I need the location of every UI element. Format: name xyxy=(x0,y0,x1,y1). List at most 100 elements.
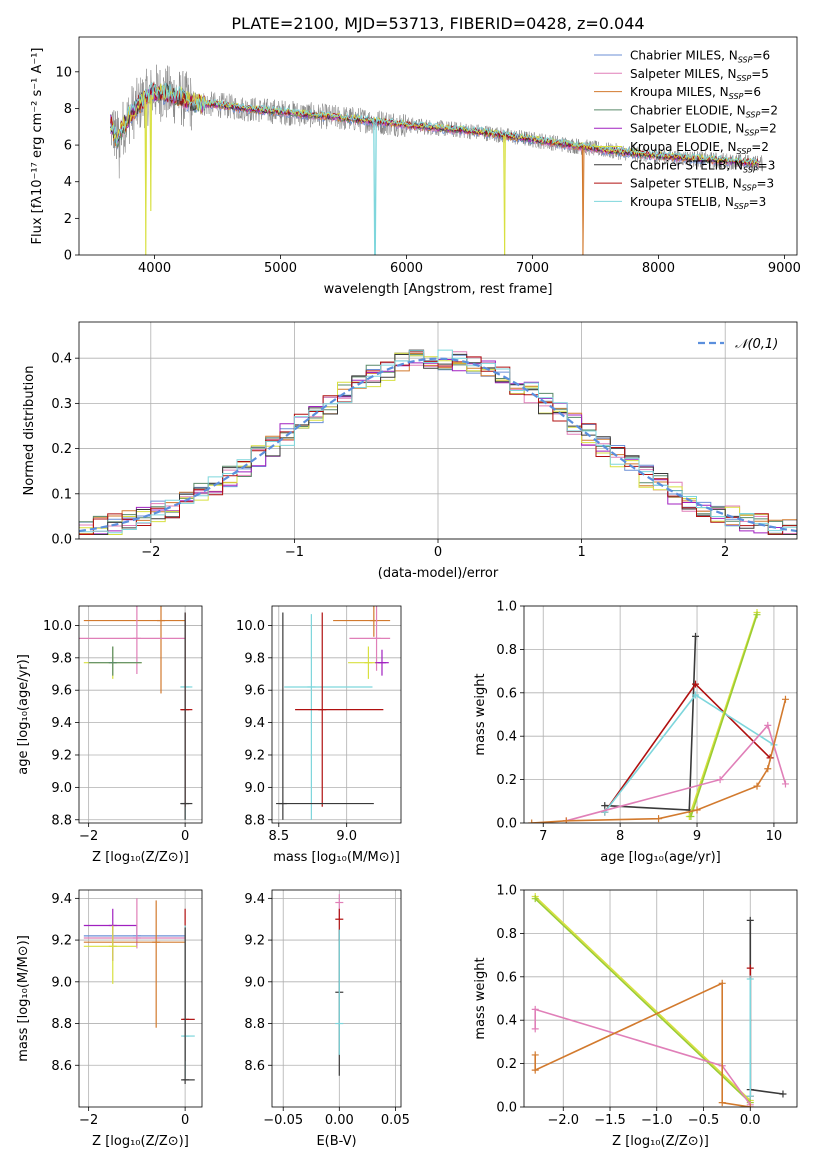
legend-label: Kroupa STELIB, NSSP=3 xyxy=(630,195,766,211)
legend-label: Salpeter MILES, NSSP=5 xyxy=(630,67,769,83)
x-tick-label: −2 xyxy=(79,829,98,844)
model-kroupa-stelib xyxy=(110,81,759,255)
weight-marker xyxy=(753,611,761,619)
x-axis-label: Z [log₁₀(Z/Z⊙)] xyxy=(612,1134,709,1149)
x-tick-label: 0.00 xyxy=(325,1113,354,1128)
weight-marker xyxy=(691,691,699,699)
age_vs_mass-frame xyxy=(271,605,402,824)
weight_vs_age-panel: 7 8 9 10 0.0 0.2 0.4 0.6 0.8 1.0 age [log₁₀(age/yr… xyxy=(473,600,798,865)
x-tick-label: 8.5 xyxy=(268,829,289,844)
x-tick-label: 4000 xyxy=(138,261,171,276)
x-tick-label: −2 xyxy=(141,545,160,560)
x-tick-label: 9.0 xyxy=(336,829,357,844)
x-axis-label: E(B-V) xyxy=(316,1134,356,1149)
weight-marker xyxy=(781,695,789,703)
y-tick-label: 0.4 xyxy=(51,352,72,367)
y-tick-label: 6 xyxy=(64,139,72,154)
y-tick-label: 9.4 xyxy=(244,716,265,731)
y-tick-label: 9.2 xyxy=(244,934,265,949)
weight-marker xyxy=(691,632,699,640)
x-tick-label: −1 xyxy=(285,545,304,560)
age_vs_mass-marks xyxy=(276,606,391,820)
age_vs_Z-marks xyxy=(79,606,193,820)
weight-marker xyxy=(531,1025,539,1033)
normal-curve xyxy=(79,357,797,533)
mass_vs_Z-marks xyxy=(83,898,195,1085)
y-tick-label: 9.4 xyxy=(51,716,72,731)
weight_vs_Z-panel: −2.0 −1.5 −1.0 −0.5 0.0 0.0 0.2 0.4 0.6 0.8 1.0 Z [… xyxy=(473,884,798,1149)
x-axis-label: mass [log₁₀(M/M⊙)] xyxy=(273,850,400,865)
x-tick-label: −2 xyxy=(79,1113,98,1128)
legend-label: Chabrier ELODIE, NSSP=2 xyxy=(630,103,778,119)
weight-line-chabrier-elodie xyxy=(534,898,751,1104)
weight-marker xyxy=(781,780,789,788)
legend-label: Chabrier STELIB, NSSP=3 xyxy=(630,158,775,174)
x-tick-label: 10 xyxy=(766,829,783,844)
weight-marker xyxy=(531,1051,539,1059)
x-tick-label: 1 xyxy=(577,545,585,560)
weight-marker xyxy=(753,782,761,790)
weight-marker xyxy=(746,916,754,924)
y-tick-label: 0 xyxy=(64,249,72,264)
y-tick-label: 0.6 xyxy=(496,686,517,701)
x-tick-label: −1.0 xyxy=(641,1113,673,1128)
y-tick-label: 9.2 xyxy=(51,934,72,949)
y-tick-label: 8.8 xyxy=(51,813,72,828)
y-tick-label: 10 xyxy=(55,65,72,80)
y-tick-label: 9.0 xyxy=(51,975,72,990)
residuals-panel: −2 −1 0 1 2 0.0 0.1 0.2 0.3 0.4 (data-model)/error… xyxy=(22,321,798,581)
x-tick-label: 2 xyxy=(721,545,729,560)
y-tick-label: 0.2 xyxy=(496,773,517,788)
x-tick-label: 0 xyxy=(181,829,189,844)
weight-line-kroupa-elodie xyxy=(688,612,758,817)
y-tick-label: 9.0 xyxy=(244,975,265,990)
y-tick-label: 9.2 xyxy=(244,748,265,763)
x-tick-label: −0.05 xyxy=(263,1113,303,1128)
y-tick-label: 0.0 xyxy=(496,817,517,832)
weight-marker xyxy=(764,765,772,773)
x-axis-label: (data-model)/error xyxy=(378,566,499,581)
y-tick-label: 8 xyxy=(64,102,72,117)
y-tick-label: 8.8 xyxy=(244,813,265,828)
y-tick-label: 9.0 xyxy=(244,781,265,796)
weight-marker xyxy=(601,802,609,810)
age_vs_mass-panel: 8.5 9.0 8.8 9.0 9.2 9.4 9.6 9.8 10.0 mass [log₁₀(… xyxy=(236,605,402,865)
spectrum-panel: 4000 5000 6000 7000 8000 9000 0 2 4 6 8 10 wavelengt… xyxy=(30,36,801,297)
spectrum-frame xyxy=(78,36,798,256)
y-axis-label: Normed distribution xyxy=(22,366,37,496)
x-axis-label: Z [log₁₀(Z/Z⊙)] xyxy=(92,850,189,865)
weight-marker xyxy=(531,895,539,903)
y-tick-label: 0.8 xyxy=(496,927,517,942)
weight-marker xyxy=(562,817,570,823)
x-tick-label: 7000 xyxy=(516,261,549,276)
y-tick-label: 8.6 xyxy=(244,1059,265,1074)
x-tick-label: 7 xyxy=(539,829,547,844)
weight-marker xyxy=(746,1103,754,1107)
y-axis-label: Flux [fλ10⁻¹⁷ erg cm⁻² s⁻¹ A⁻¹] xyxy=(30,48,45,245)
weight-marker xyxy=(691,680,699,688)
weight-marker xyxy=(528,819,536,823)
y-tick-label: 9.6 xyxy=(244,684,265,699)
x-tick-label: −2.0 xyxy=(547,1113,579,1128)
y-axis-label: mass weight xyxy=(473,957,488,1039)
mass_vs_ebv-marks xyxy=(335,894,344,1076)
x-tick-label: 0.0 xyxy=(740,1113,761,1128)
mass_vs_Z-frame xyxy=(78,889,203,1108)
x-axis-label: age [log₁₀(age/yr)] xyxy=(600,850,721,865)
x-tick-label: −0.5 xyxy=(688,1113,720,1128)
weight-marker xyxy=(687,812,695,820)
weight-marker xyxy=(746,975,754,983)
weight_vs_Z-marks xyxy=(531,893,787,1107)
y-tick-label: 4 xyxy=(64,175,72,190)
weight_vs_Z-frame xyxy=(523,889,798,1108)
y-axis-label: mass [log₁₀(M/M⊙)] xyxy=(16,935,31,1062)
weight-marker xyxy=(718,1099,726,1107)
x-axis-label: wavelength [Angstrom, rest frame] xyxy=(324,282,553,297)
x-axis-label: Z [log₁₀(Z/Z⊙)] xyxy=(92,1134,189,1149)
weight-marker xyxy=(655,815,663,823)
y-tick-label: 0.1 xyxy=(51,487,72,502)
x-tick-label: 9000 xyxy=(768,261,801,276)
y-tick-label: 8.8 xyxy=(244,1017,265,1032)
x-tick-label: 0.05 xyxy=(381,1113,410,1128)
